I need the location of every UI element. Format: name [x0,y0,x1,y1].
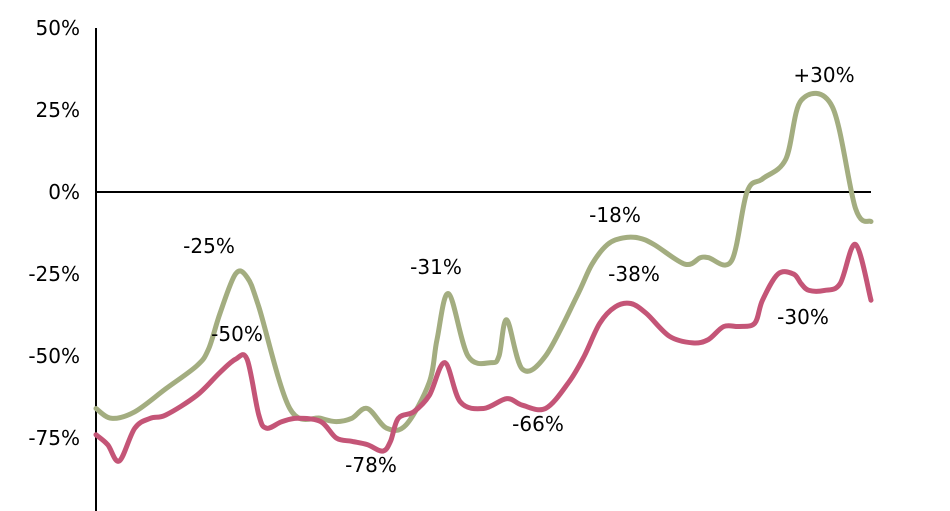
data-label: -50% [211,322,263,346]
series-line-pink [93,241,874,464]
y-tick-labels: 50% 25% 0% -25% -50% -75% [28,16,80,450]
data-label: -31% [410,255,462,279]
y-tick-label: -50% [28,344,80,368]
data-label: +30% [793,63,854,87]
data-labels: -25% -50% -78% -31% -66% -18% -38% +30% … [183,63,854,477]
data-label: -25% [183,234,235,258]
data-label: -78% [345,453,397,477]
y-tick-label: 0% [48,180,80,204]
data-label: -38% [608,262,660,286]
data-label: -30% [777,305,829,329]
data-label: -66% [512,412,564,436]
series-line-green [93,90,874,433]
series-group [93,90,874,464]
y-tick-label: 50% [36,16,80,40]
data-label: -18% [589,203,641,227]
y-tick-label: -75% [28,426,80,450]
y-tick-label: 25% [36,98,80,122]
y-tick-label: -25% [28,262,80,286]
